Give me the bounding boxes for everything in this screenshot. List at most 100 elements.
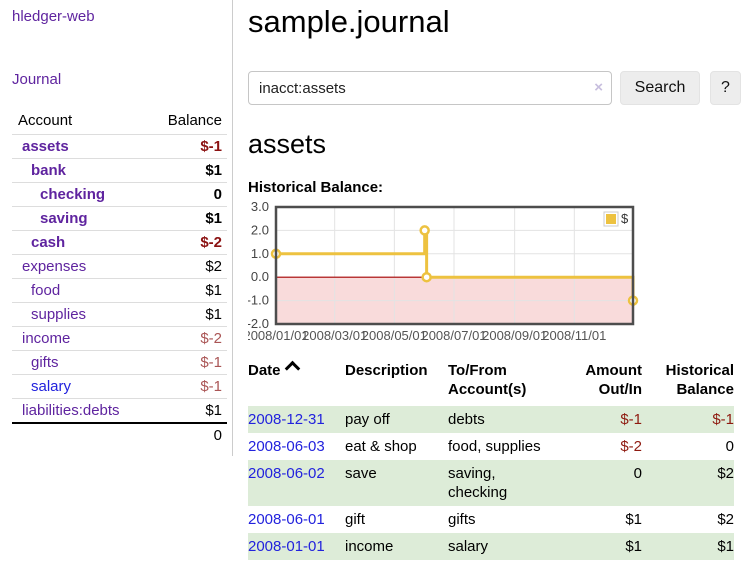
register-header-date-label: Date (248, 362, 281, 379)
svg-text:2008/09/01: 2008/09/01 (482, 328, 547, 343)
register-header-amount: Amount Out/In (564, 361, 642, 406)
register-row: 2008-12-31 pay off debts $-1 $-1 (248, 406, 734, 433)
account-row: income $-2 (12, 326, 227, 351)
accounts-total-value: 0 (145, 422, 227, 447)
account-link[interactable]: food (31, 282, 61, 299)
register-balance-cell: $1 (642, 533, 734, 560)
register-balance-cell: $2 (642, 460, 734, 506)
svg-text:$: $ (621, 211, 629, 226)
register-date-link[interactable]: 2008-06-02 (248, 465, 325, 482)
account-cell: cash (12, 230, 146, 255)
account-row: cash $-2 (12, 230, 227, 255)
account-balance: $1 (145, 302, 227, 327)
svg-text:2.0: 2.0 (251, 222, 269, 237)
svg-text:1.0: 1.0 (251, 246, 269, 261)
account-cell: gifts (12, 350, 146, 375)
register-date-link[interactable]: 2008-12-31 (248, 411, 325, 428)
app-title-link[interactable]: hledger-web (12, 8, 95, 25)
account-link[interactable]: salary (31, 378, 72, 395)
account-link[interactable]: cash (31, 234, 66, 251)
svg-text:2008/11/01: 2008/11/01 (542, 328, 606, 343)
register-header-accounts-label: To/From Account(s) (448, 362, 527, 398)
register-accounts-cell: saving, checking (448, 460, 564, 506)
register-header-accounts: To/From Account(s) (448, 361, 564, 406)
account-link[interactable]: expenses (22, 258, 87, 275)
accounts-header-row: Account Balance (12, 109, 227, 135)
accounts-total-row: 0 (12, 422, 227, 447)
register-accounts-cell: gifts (448, 511, 476, 528)
account-balance: $1 (145, 278, 227, 303)
account-link[interactable]: checking (40, 186, 106, 203)
account-cell: liabilities:debts (12, 398, 146, 423)
account-cell: saving (12, 206, 146, 231)
register-amount-cell: $-1 (564, 406, 642, 433)
account-balance: $1 (145, 206, 227, 231)
account-link[interactable]: supplies (31, 306, 87, 323)
account-cell: assets (12, 134, 146, 159)
register-date-cell: 2008-06-02 (248, 460, 345, 506)
register-row: 2008-06-02 save saving, checking 0 $2 (248, 460, 734, 506)
register-accounts-cell: food, supplies (448, 438, 541, 455)
register-description-cell: save (345, 460, 448, 506)
account-row: supplies $1 (12, 302, 227, 327)
search-input[interactable] (248, 71, 612, 105)
register-header-date[interactable]: Date (248, 360, 345, 406)
register-accounts-cell: debts (448, 406, 564, 433)
svg-text:2008/01/01: 2008/01/01 (248, 328, 309, 343)
accounts-header-account: Account (18, 112, 73, 129)
sort-ascending-icon (284, 360, 300, 377)
accounts-header-balance: Balance (167, 112, 222, 129)
account-cell: food (12, 278, 146, 303)
svg-text:0.0: 0.0 (251, 269, 269, 284)
svg-text:2008/05/01: 2008/05/01 (362, 328, 427, 343)
register-date-link[interactable]: 2008-01-01 (248, 538, 325, 555)
account-row: liabilities:debts $1 (12, 398, 227, 423)
sidebar: hledger-web Journal Account Balance asse… (0, 0, 233, 582)
register-date-link[interactable]: 2008-06-01 (248, 511, 325, 528)
svg-text:3.0: 3.0 (251, 199, 269, 214)
account-link[interactable]: assets (22, 138, 69, 155)
account-link[interactable]: income (22, 330, 71, 347)
chart-title: Historical Balance: (248, 179, 384, 196)
clear-search-icon[interactable]: × (594, 79, 603, 96)
account-cell: supplies (12, 302, 146, 327)
register-description-cell: income (345, 533, 448, 560)
search-bar: × Search ? (248, 71, 742, 105)
register-header-balance-label: Historical Balance (665, 362, 734, 398)
account-balance: $-2 (145, 326, 227, 351)
account-link[interactable]: liabilities:debts (22, 402, 120, 419)
account-link[interactable]: saving (40, 210, 88, 227)
account-row: salary $-1 (12, 374, 227, 399)
account-row: bank $1 (12, 158, 227, 183)
account-heading: assets (248, 129, 327, 159)
register-date-link[interactable]: 2008-06-03 (248, 438, 325, 455)
journal-link[interactable]: Journal (12, 71, 62, 88)
account-link[interactable]: bank (31, 162, 67, 179)
account-balance: $-1 (145, 134, 227, 159)
search-button[interactable]: Search (620, 71, 700, 105)
register-row: 2008-06-01 gift gifts $1 $2 (248, 506, 734, 533)
svg-text:-2.0: -2.0 (248, 316, 269, 331)
account-balance: $1 (145, 158, 227, 183)
account-balance: 0 (145, 182, 227, 207)
account-cell: income (12, 326, 146, 351)
account-row: checking 0 (12, 182, 227, 207)
svg-text:2008/07/01: 2008/07/01 (421, 328, 486, 343)
help-button[interactable]: ? (710, 71, 741, 105)
main-content: sample.journal × Search ? assets Histori… (233, 0, 742, 582)
register-accounts-cell: salary (448, 533, 564, 560)
register-header-row: Date Description To/From Account(s) Amou… (248, 360, 734, 406)
account-link[interactable]: gifts (31, 354, 59, 371)
account-cell: salary (12, 374, 146, 399)
account-row: assets $-1 (12, 134, 227, 159)
account-row: food $1 (12, 278, 227, 303)
account-balance: $-2 (145, 230, 227, 255)
register-amount-cell: 0 (564, 460, 642, 506)
register-description-cell: pay off (345, 406, 448, 433)
register-date-cell: 2008-06-01 (248, 506, 345, 533)
register-balance-cell: $2 (717, 511, 734, 528)
register-header-description: Description (345, 361, 448, 406)
register-header-amount-label: Amount Out/In (585, 362, 642, 398)
register-amount-cell: $1 (625, 511, 642, 528)
search-box: × (248, 71, 612, 105)
